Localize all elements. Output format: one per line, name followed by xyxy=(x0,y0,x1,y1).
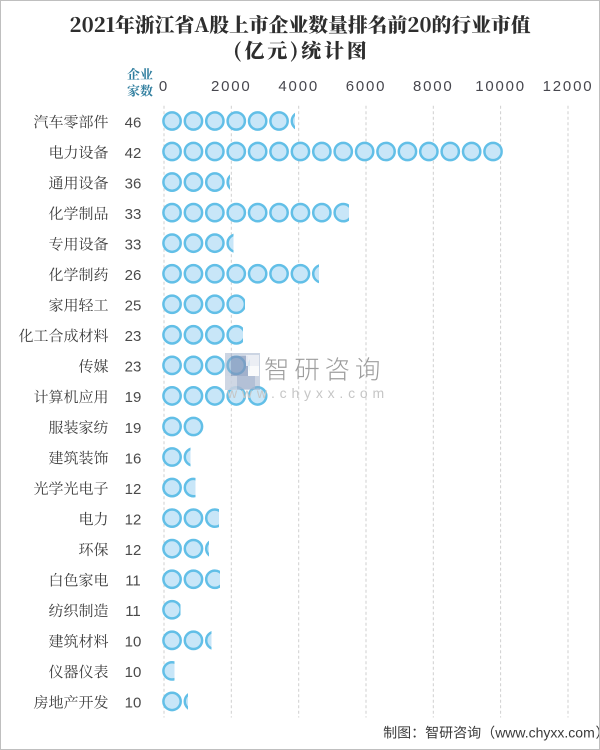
svg-text:23: 23 xyxy=(125,328,142,345)
svg-text:www.chyxx.com: www.chyxx.com xyxy=(494,725,595,741)
svg-text:19: 19 xyxy=(125,389,142,406)
svg-text:26: 26 xyxy=(125,267,142,284)
svg-text:19: 19 xyxy=(125,420,142,437)
svg-text:12000: 12000 xyxy=(543,78,594,95)
svg-text:11: 11 xyxy=(125,603,141,620)
svg-text:0: 0 xyxy=(159,78,169,95)
svg-text:16: 16 xyxy=(125,450,142,467)
svg-text:8000: 8000 xyxy=(413,78,454,95)
svg-text:12: 12 xyxy=(125,481,142,498)
svg-text:2000: 2000 xyxy=(211,78,252,95)
svg-text:6000: 6000 xyxy=(346,78,387,95)
svg-text:42: 42 xyxy=(125,145,142,162)
svg-text:46: 46 xyxy=(125,114,142,131)
svg-text:4000: 4000 xyxy=(278,78,319,95)
svg-text:36: 36 xyxy=(125,175,142,192)
svg-text:33: 33 xyxy=(125,206,142,223)
svg-text:10000: 10000 xyxy=(475,78,526,95)
svg-text:10: 10 xyxy=(125,695,142,712)
svg-text:23: 23 xyxy=(125,359,142,376)
svg-text:www.chyxx.com: www.chyxx.com xyxy=(226,385,389,401)
svg-text:10: 10 xyxy=(125,664,142,681)
svg-text:33: 33 xyxy=(125,237,142,254)
svg-text:12: 12 xyxy=(125,542,142,559)
svg-text:12: 12 xyxy=(125,511,142,528)
svg-text:11: 11 xyxy=(125,573,141,590)
svg-text:10: 10 xyxy=(125,634,142,651)
svg-text:25: 25 xyxy=(125,298,142,315)
